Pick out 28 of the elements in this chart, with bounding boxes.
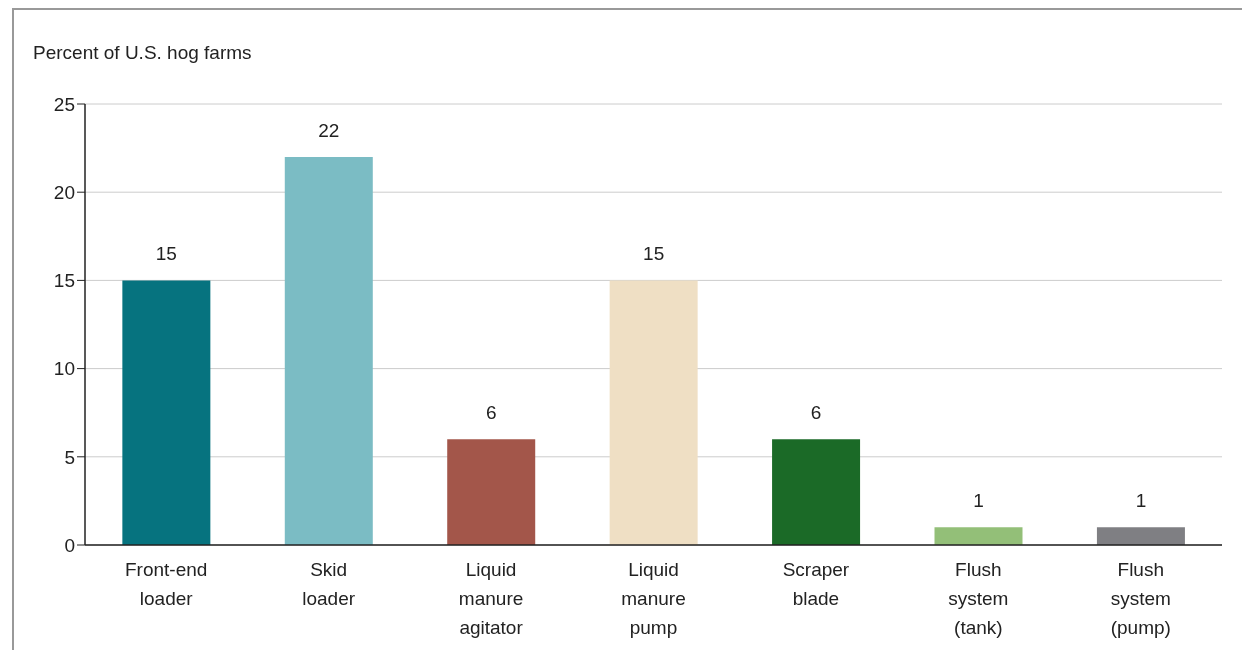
data-label: 22 [318,119,340,141]
bar [122,280,211,545]
data-label: 6 [810,402,822,424]
data-label: 15 [155,243,177,265]
y-tick-label: 5 [64,446,75,468]
y-tick-label: 25 [53,93,75,115]
x-tick-label: Scraper blade [782,559,850,610]
data-label: 1 [973,490,984,512]
y-tick-label: 0 [64,534,75,556]
y-tick-label: 20 [53,181,75,203]
bar [447,439,536,545]
data-label: 1 [1135,490,1147,512]
x-tick-label: Skid loader [302,559,356,610]
bar [772,439,861,545]
bar [284,156,373,545]
x-tick-label: Front-end loader [125,559,208,610]
data-label: 15 [643,243,665,265]
x-tick-label: Flush system (pump) [1110,559,1171,639]
x-tick-label: Liquid manure pump [621,559,686,639]
x-tick-label: Flush system (tank) [948,559,1009,639]
data-label: 6 [485,402,497,424]
y-axis-title: Percent of U.S. hog farms [33,42,252,64]
y-tick-label: 15 [53,270,75,292]
y-tick-label: 10 [53,358,75,380]
bar [609,280,698,545]
bar [934,527,1023,545]
x-tick-label: Liquid manure agitator [458,559,524,639]
bar [1096,527,1185,545]
